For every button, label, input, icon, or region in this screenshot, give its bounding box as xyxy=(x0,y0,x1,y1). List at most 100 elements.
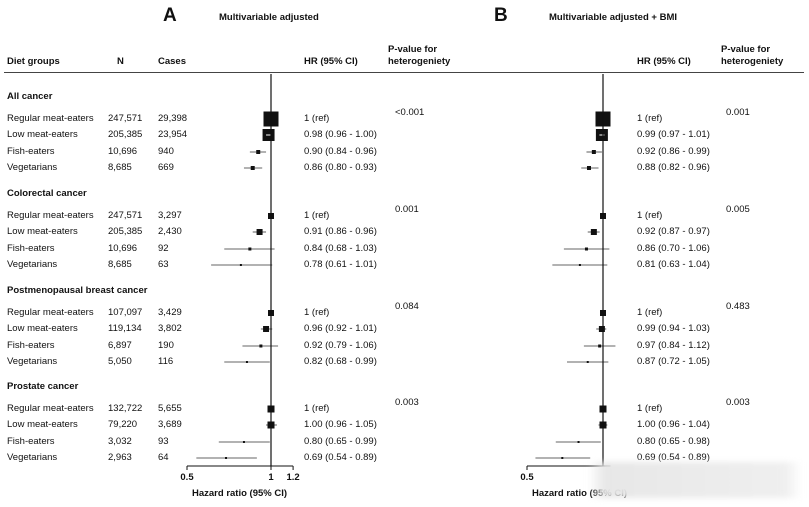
row-hr-text: 0.69 (0.54 - 0.89) xyxy=(304,452,377,463)
row-group: Vegetarians xyxy=(7,259,58,270)
panel-b-xlabel: Hazard ratio (95% CI) xyxy=(532,488,628,499)
row-group: Vegetarians xyxy=(7,356,58,367)
panel-a-letter: A xyxy=(163,5,177,26)
hr-marker xyxy=(242,441,245,443)
hr-marker xyxy=(590,229,597,235)
header-divider xyxy=(4,72,804,73)
x-tick-label: 0.5 xyxy=(520,472,534,483)
row-cases: 3,802 xyxy=(158,323,182,334)
row-hr-text: 0.69 (0.54 - 0.89) xyxy=(637,452,710,463)
hr-marker xyxy=(263,326,270,332)
row-group: Vegetarians xyxy=(7,452,58,463)
row-hr-text: 1 (ref) xyxy=(637,307,663,318)
p-value: <0.001 xyxy=(395,107,425,118)
hr-marker xyxy=(584,247,588,251)
hr-marker xyxy=(259,344,263,348)
row-group: Low meat-eaters xyxy=(7,323,78,334)
section-title: Postmenopausal breast cancer xyxy=(7,285,148,296)
row-cases: 3,297 xyxy=(158,210,182,221)
row-hr-text: 0.86 (0.80 - 0.93) xyxy=(304,162,377,173)
hr-marker xyxy=(586,166,591,170)
hr-marker xyxy=(598,326,605,332)
hr-marker xyxy=(239,264,242,266)
hr-marker xyxy=(256,229,263,235)
row-hr-text: 1 (ref) xyxy=(304,403,330,414)
row-group: Low meat-eaters xyxy=(7,419,78,430)
row-cases: 669 xyxy=(158,162,174,173)
header-pvalue-a-1: P-value for xyxy=(388,44,438,55)
row-hr-text: 0.81 (0.63 - 1.04) xyxy=(637,259,710,270)
row-n: 5,050 xyxy=(108,356,132,367)
section-title: All cancer xyxy=(7,91,53,102)
p-value: 0.084 xyxy=(395,301,419,312)
panel-b-letter: B xyxy=(494,5,508,26)
row-n: 205,385 xyxy=(108,226,143,237)
p-value: 0.005 xyxy=(726,204,750,215)
row-hr-text: 0.80 (0.65 - 0.99) xyxy=(304,436,377,447)
row-group: Regular meat-eaters xyxy=(7,113,94,124)
row-n: 10,696 xyxy=(108,146,138,157)
header-hr-b: HR (95% CI) xyxy=(637,56,691,67)
row-hr-text: 1 (ref) xyxy=(304,210,330,221)
row-cases: 64 xyxy=(158,452,169,463)
header-pvalue-b-2: heterogeniety xyxy=(721,56,784,67)
row-hr-text: 0.92 (0.86 - 0.99) xyxy=(637,146,710,157)
row-cases: 3,689 xyxy=(158,419,182,430)
row-cases: 23,954 xyxy=(158,129,188,140)
row-n: 6,897 xyxy=(108,340,132,351)
header-hr-a: HR (95% CI) xyxy=(304,56,358,67)
redacted-overlay xyxy=(588,462,802,498)
row-hr-text: 0.91 (0.86 - 0.96) xyxy=(304,226,377,237)
row-hr-text: 1.00 (0.96 - 1.04) xyxy=(637,419,710,430)
row-cases: 3,429 xyxy=(158,307,182,318)
row-cases: 5,655 xyxy=(158,403,182,414)
x-tick-label: 1 xyxy=(268,472,274,483)
row-n: 132,722 xyxy=(108,403,143,414)
row-group: Fish-eaters xyxy=(7,340,55,351)
row-hr-text: 0.86 (0.70 - 1.06) xyxy=(637,243,710,254)
section-title: Prostate cancer xyxy=(7,381,79,392)
row-hr-text: 0.82 (0.68 - 0.99) xyxy=(304,356,377,367)
p-value: 0.003 xyxy=(726,397,750,408)
row-cases: 116 xyxy=(158,356,174,367)
p-value: 0.001 xyxy=(395,204,419,215)
panel-a-xlabel: Hazard ratio (95% CI) xyxy=(192,488,288,499)
row-n: 107,097 xyxy=(108,307,143,318)
header-diet-groups: Diet groups xyxy=(7,56,60,67)
row-cases: 93 xyxy=(158,436,169,447)
row-hr-text: 1 (ref) xyxy=(637,210,663,221)
p-value: 0.003 xyxy=(395,397,419,408)
hr-marker xyxy=(578,264,581,266)
row-group: Regular meat-eaters xyxy=(7,210,94,221)
hr-marker xyxy=(586,361,589,363)
row-n: 8,685 xyxy=(108,162,132,173)
x-tick-label: 1.2 xyxy=(286,472,299,483)
row-hr-text: 1 (ref) xyxy=(304,113,330,124)
panel-a-title: Multivariable adjusted xyxy=(219,12,319,23)
panel-b-title: Multivariable adjusted + BMI xyxy=(549,12,678,23)
hr-marker xyxy=(256,150,261,154)
row-hr-text: 1 (ref) xyxy=(304,307,330,318)
row-hr-text: 0.99 (0.94 - 1.03) xyxy=(637,323,710,334)
row-n: 247,571 xyxy=(108,210,143,221)
row-n: 119,134 xyxy=(108,323,142,334)
row-hr-text: 0.99 (0.97 - 1.01) xyxy=(637,129,710,140)
row-cases: 940 xyxy=(158,146,174,157)
row-hr-text: 0.90 (0.84 - 0.96) xyxy=(304,146,377,157)
row-cases: 63 xyxy=(158,259,169,270)
row-n: 247,571 xyxy=(108,113,143,124)
x-tick-label: 0.5 xyxy=(180,472,194,483)
row-n: 2,963 xyxy=(108,452,132,463)
row-group: Fish-eaters xyxy=(7,436,55,447)
row-hr-text: 0.80 (0.65 - 0.98) xyxy=(637,436,710,447)
row-group: Regular meat-eaters xyxy=(7,307,94,318)
row-cases: 29,398 xyxy=(158,113,188,124)
row-group: Fish-eaters xyxy=(7,146,55,157)
row-group: Vegetarians xyxy=(7,162,58,173)
header-cases: Cases xyxy=(158,56,186,67)
row-hr-text: 1 (ref) xyxy=(637,403,663,414)
row-n: 3,032 xyxy=(108,436,132,447)
hr-marker xyxy=(577,441,580,443)
header-n: N xyxy=(117,56,124,67)
